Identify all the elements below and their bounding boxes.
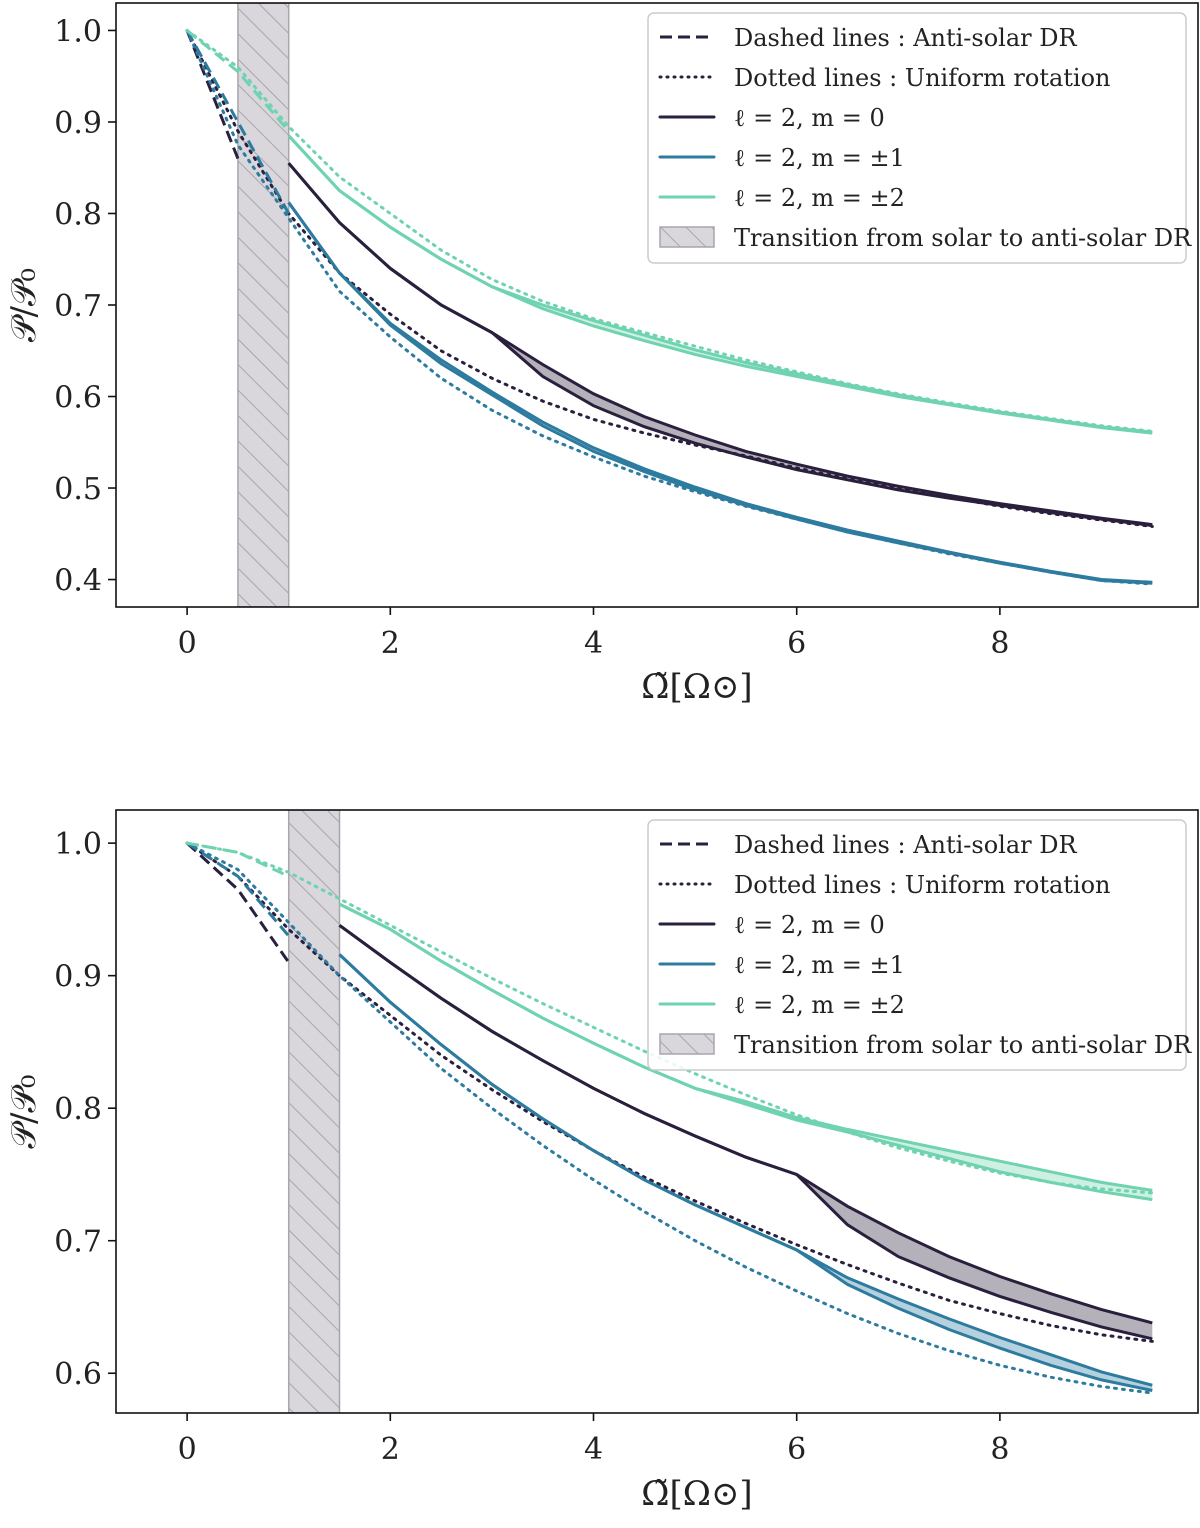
legend-label: Dotted lines : Uniform rotation bbox=[734, 64, 1111, 92]
y-axis-label: 𝒫/𝒫₀ bbox=[4, 268, 44, 342]
y-axis-label: 𝒫/𝒫₀ bbox=[4, 1074, 44, 1148]
x-tick-label: 6 bbox=[787, 1432, 806, 1467]
x-tick-label: 8 bbox=[990, 626, 1009, 661]
legend-item: ℓ = 2, m = ±1 bbox=[658, 144, 905, 172]
series-0-dashed-line bbox=[186, 841, 290, 964]
x-axis-label: Ω̃[Ω⊙] bbox=[641, 1474, 752, 1514]
x-tick-label: 8 bbox=[990, 1432, 1009, 1467]
legend-box bbox=[647, 12, 1187, 264]
y-tick-label: 1.0 bbox=[54, 14, 102, 49]
y-tick-label: 0.5 bbox=[54, 472, 102, 507]
legend-item: Dotted lines : Uniform rotation bbox=[658, 871, 1111, 899]
legend-label: ℓ = 2, m = ±1 bbox=[734, 951, 905, 979]
transition-band bbox=[237, 3, 290, 607]
x-tick-label: 0 bbox=[178, 626, 197, 661]
y-tick-label: 0.8 bbox=[54, 1092, 102, 1127]
series-1-solid-lower-line bbox=[338, 953, 1153, 1392]
legend-item: ℓ = 2, m = ±2 bbox=[658, 184, 905, 212]
legend: Dashed lines : Anti-solar DR Dotted lines… bbox=[647, 819, 1192, 1071]
y-tick-label: 0.8 bbox=[54, 197, 102, 232]
x-tick-label: 4 bbox=[584, 1432, 603, 1467]
x-tick-label: 2 bbox=[381, 1432, 400, 1467]
series-2-solid-lower-line bbox=[338, 902, 1153, 1202]
panel-1: 0 2 4 6 8 0.4 0.5 0.6 0.7 0.8 0.9 1.0 Ω̃[Ω⊙] 𝒫/𝒫₀ Dash… bbox=[4, 2, 1199, 707]
legend-label: ℓ = 2, m = ±2 bbox=[734, 184, 905, 212]
legend-item: Transition from solar to anti-solar DR bbox=[659, 224, 1192, 252]
legend-item: Dotted lines : Uniform rotation bbox=[658, 64, 1111, 92]
legend-label: Transition from solar to anti-solar DR bbox=[734, 224, 1192, 252]
series-1-dotted-line bbox=[185, 841, 1154, 1395]
series-1-solid-lower-line bbox=[287, 201, 1153, 585]
legend-item: ℓ = 2, m = ±2 bbox=[658, 991, 905, 1019]
legend-item: ℓ = 2, m = ±1 bbox=[658, 951, 905, 979]
x-axis-label: Ω̃[Ω⊙] bbox=[641, 667, 752, 707]
legend-label: Transition from solar to anti-solar DR bbox=[734, 1031, 1192, 1059]
series-0-solid-lower-line bbox=[338, 924, 1153, 1341]
legend-label: Dotted lines : Uniform rotation bbox=[734, 871, 1111, 899]
series-1-dashed-line bbox=[186, 841, 290, 937]
series-0-solid-lower-line bbox=[287, 162, 1153, 528]
axes-frame bbox=[115, 809, 1199, 1414]
legend: Dashed lines : Anti-solar DR Dotted lines… bbox=[647, 12, 1192, 264]
x-tick-label: 4 bbox=[584, 626, 603, 661]
y-tick-label: 0.7 bbox=[54, 1225, 102, 1260]
x-tick-label: 6 bbox=[787, 626, 806, 661]
legend-label: ℓ = 2, m = 0 bbox=[734, 104, 885, 132]
legend-item: Transition from solar to anti-solar DR bbox=[659, 1031, 1192, 1059]
transition-band bbox=[287, 810, 341, 1413]
legend-label: ℓ = 2, m = ±1 bbox=[734, 144, 905, 172]
legend-band-swatch bbox=[659, 1033, 715, 1055]
y-tick-label: 0.4 bbox=[54, 564, 102, 599]
series-2-dashed-line bbox=[186, 29, 290, 133]
y-tick-label: 0.6 bbox=[54, 381, 102, 416]
legend-item: Dashed lines : Anti-solar DR bbox=[660, 24, 1078, 52]
legend-label: Dashed lines : Anti-solar DR bbox=[734, 831, 1078, 859]
y-tick-label: 0.6 bbox=[54, 1357, 102, 1392]
y-tick-label: 1.0 bbox=[54, 827, 102, 862]
legend-item: Dashed lines : Anti-solar DR bbox=[660, 831, 1078, 859]
y-tick-label: 0.7 bbox=[54, 289, 102, 324]
panel-2: 0 2 4 6 8 0.6 0.7 0.8 0.9 1.0 Ω̃[Ω⊙] 𝒫/𝒫₀ Dashed lin… bbox=[4, 809, 1199, 1514]
y-tick-label: 0.9 bbox=[54, 960, 102, 995]
x-tick-label: 2 bbox=[381, 626, 400, 661]
legend-band-swatch bbox=[659, 226, 715, 248]
series-2-solid-lower-line bbox=[287, 134, 1153, 435]
legend-box bbox=[647, 819, 1187, 1071]
legend-item: ℓ = 2, m = 0 bbox=[658, 911, 885, 939]
legend-item: ℓ = 2, m = 0 bbox=[658, 104, 885, 132]
x-tick-label: 0 bbox=[178, 1432, 197, 1467]
series-1-dotted-line bbox=[185, 29, 1154, 586]
legend-label: ℓ = 2, m = 0 bbox=[734, 911, 885, 939]
legend-label: Dashed lines : Anti-solar DR bbox=[734, 24, 1078, 52]
plot-area bbox=[185, 3, 1154, 607]
legend-label: ℓ = 2, m = ±2 bbox=[734, 991, 905, 1019]
y-tick-label: 0.9 bbox=[54, 106, 102, 141]
plot-area bbox=[185, 810, 1154, 1413]
